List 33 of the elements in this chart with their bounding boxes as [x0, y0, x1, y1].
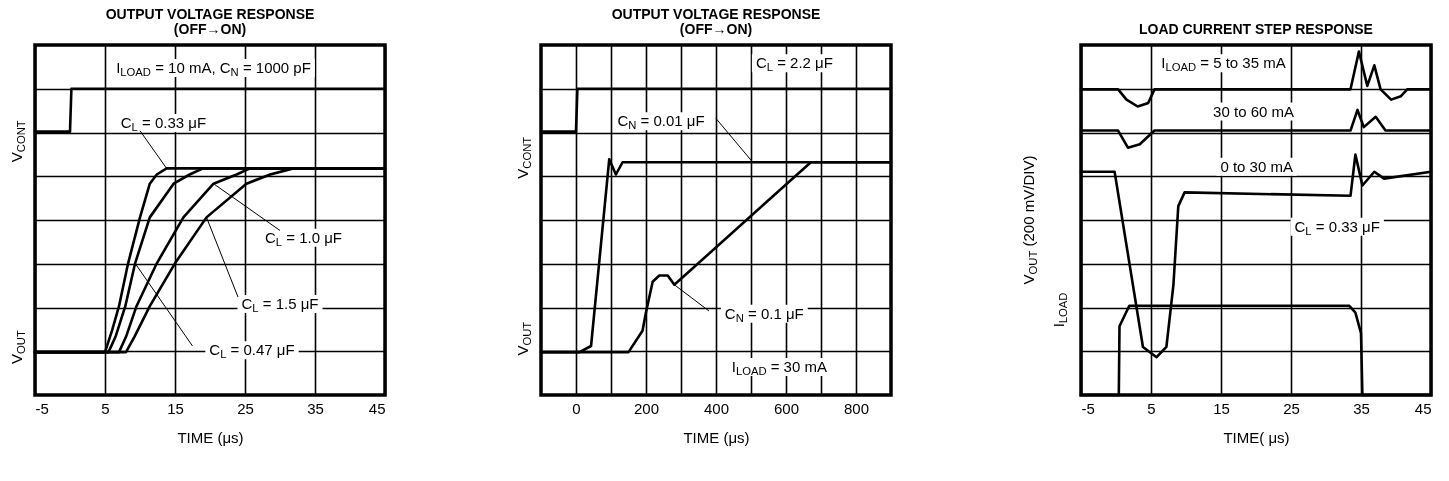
x-tick-label: 200	[633, 399, 660, 417]
x-tick-label: 45	[1414, 399, 1432, 417]
chart-subtitle: (OFF→ON)	[679, 21, 753, 37]
x-tick-label: -5	[1081, 399, 1095, 417]
x-tick-label: 35	[1353, 399, 1370, 417]
annotation: 0 to 30 mA	[1220, 157, 1293, 175]
x-tick-label: 800	[843, 399, 870, 417]
text: ILOAD	[1050, 292, 1069, 328]
y-axis-title: VOUT (200 mV/DIV)	[1020, 155, 1039, 285]
chart-title: OUTPUT VOLTAGE RESPONSE	[611, 6, 821, 22]
x-tick-label: 25	[237, 399, 254, 417]
x-tick-label: 15	[167, 399, 184, 417]
chart-title: LOAD CURRENT STEP RESPONSE	[1139, 21, 1373, 37]
x-axis-title: TIME (μs)	[683, 428, 750, 446]
x-tick-label: -5	[35, 399, 49, 417]
x-tick-label: 45	[368, 399, 386, 417]
chart-title: OUTPUT VOLTAGE RESPONSE	[105, 6, 315, 22]
x-tick-label: 35	[307, 399, 324, 417]
x-tick-label: 5	[1147, 399, 1156, 417]
chart-subtitle: (OFF→ON)	[173, 21, 247, 37]
annotation: 30 to 60 mA	[1213, 102, 1294, 120]
text: VOUT	[8, 330, 27, 364]
text: VOUT	[514, 321, 533, 356]
text: VCONT	[8, 120, 27, 163]
x-tick-label: 15	[1213, 399, 1230, 417]
x-tick-label: 25	[1283, 399, 1300, 417]
x-axis-title: TIME( μs)	[1223, 428, 1290, 446]
x-tick-label: 0	[572, 399, 581, 417]
x-tick-label: 400	[703, 399, 730, 417]
x-tick-label: 5	[101, 399, 110, 417]
x-axis-title: TIME (μs)	[177, 428, 244, 446]
text: VCONT	[514, 136, 533, 179]
x-tick-label: 600	[773, 399, 800, 417]
